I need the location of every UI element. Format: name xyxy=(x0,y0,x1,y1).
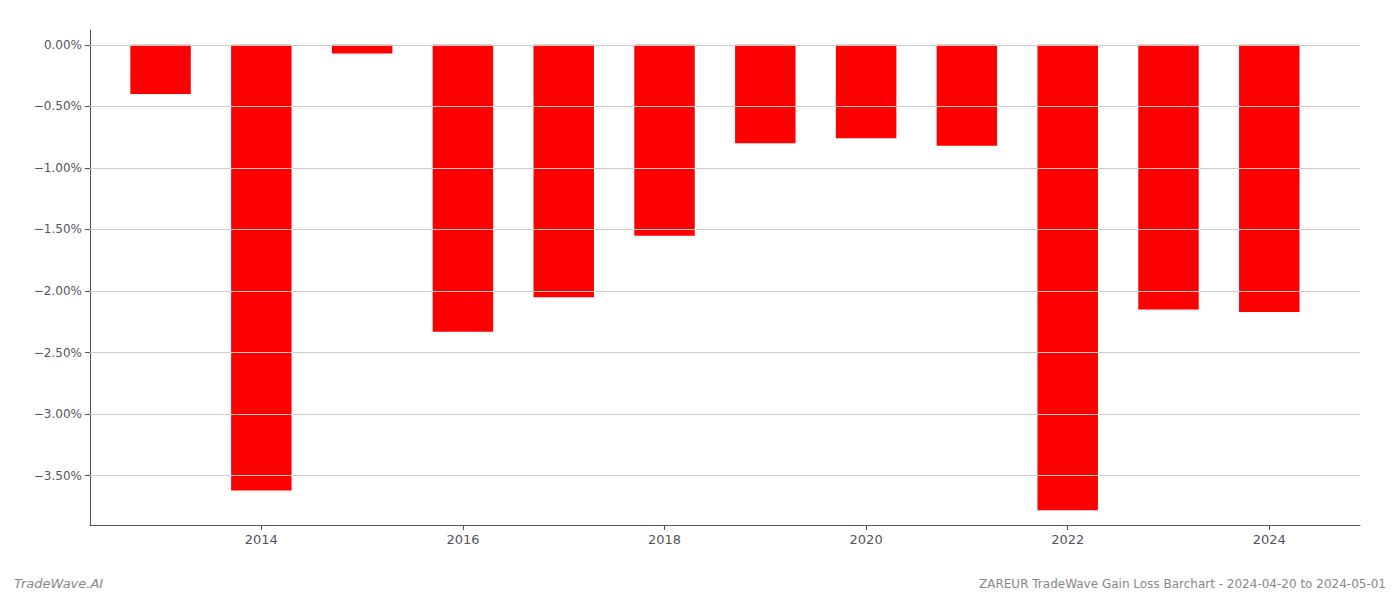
svg-text:2020: 2020 xyxy=(850,532,883,547)
svg-text:−1.50%: −1.50% xyxy=(34,222,82,236)
svg-text:TradeWave.AI: TradeWave.AI xyxy=(14,576,103,591)
svg-text:0.00%: 0.00% xyxy=(44,38,82,52)
svg-text:−2.00%: −2.00% xyxy=(34,284,82,298)
svg-text:2022: 2022 xyxy=(1051,532,1084,547)
svg-text:2014: 2014 xyxy=(245,532,278,547)
svg-text:−3.00%: −3.00% xyxy=(34,407,82,421)
svg-text:2018: 2018 xyxy=(648,532,681,547)
svg-text:−3.50%: −3.50% xyxy=(34,469,82,483)
svg-text:−0.50%: −0.50% xyxy=(34,99,82,113)
svg-text:−2.50%: −2.50% xyxy=(34,346,82,360)
svg-text:−1.00%: −1.00% xyxy=(34,161,82,175)
svg-text:2016: 2016 xyxy=(446,532,479,547)
svg-text:ZAREUR TradeWave Gain Loss Bar: ZAREUR TradeWave Gain Loss Barchart - 20… xyxy=(979,577,1386,591)
svg-text:2024: 2024 xyxy=(1253,532,1286,547)
